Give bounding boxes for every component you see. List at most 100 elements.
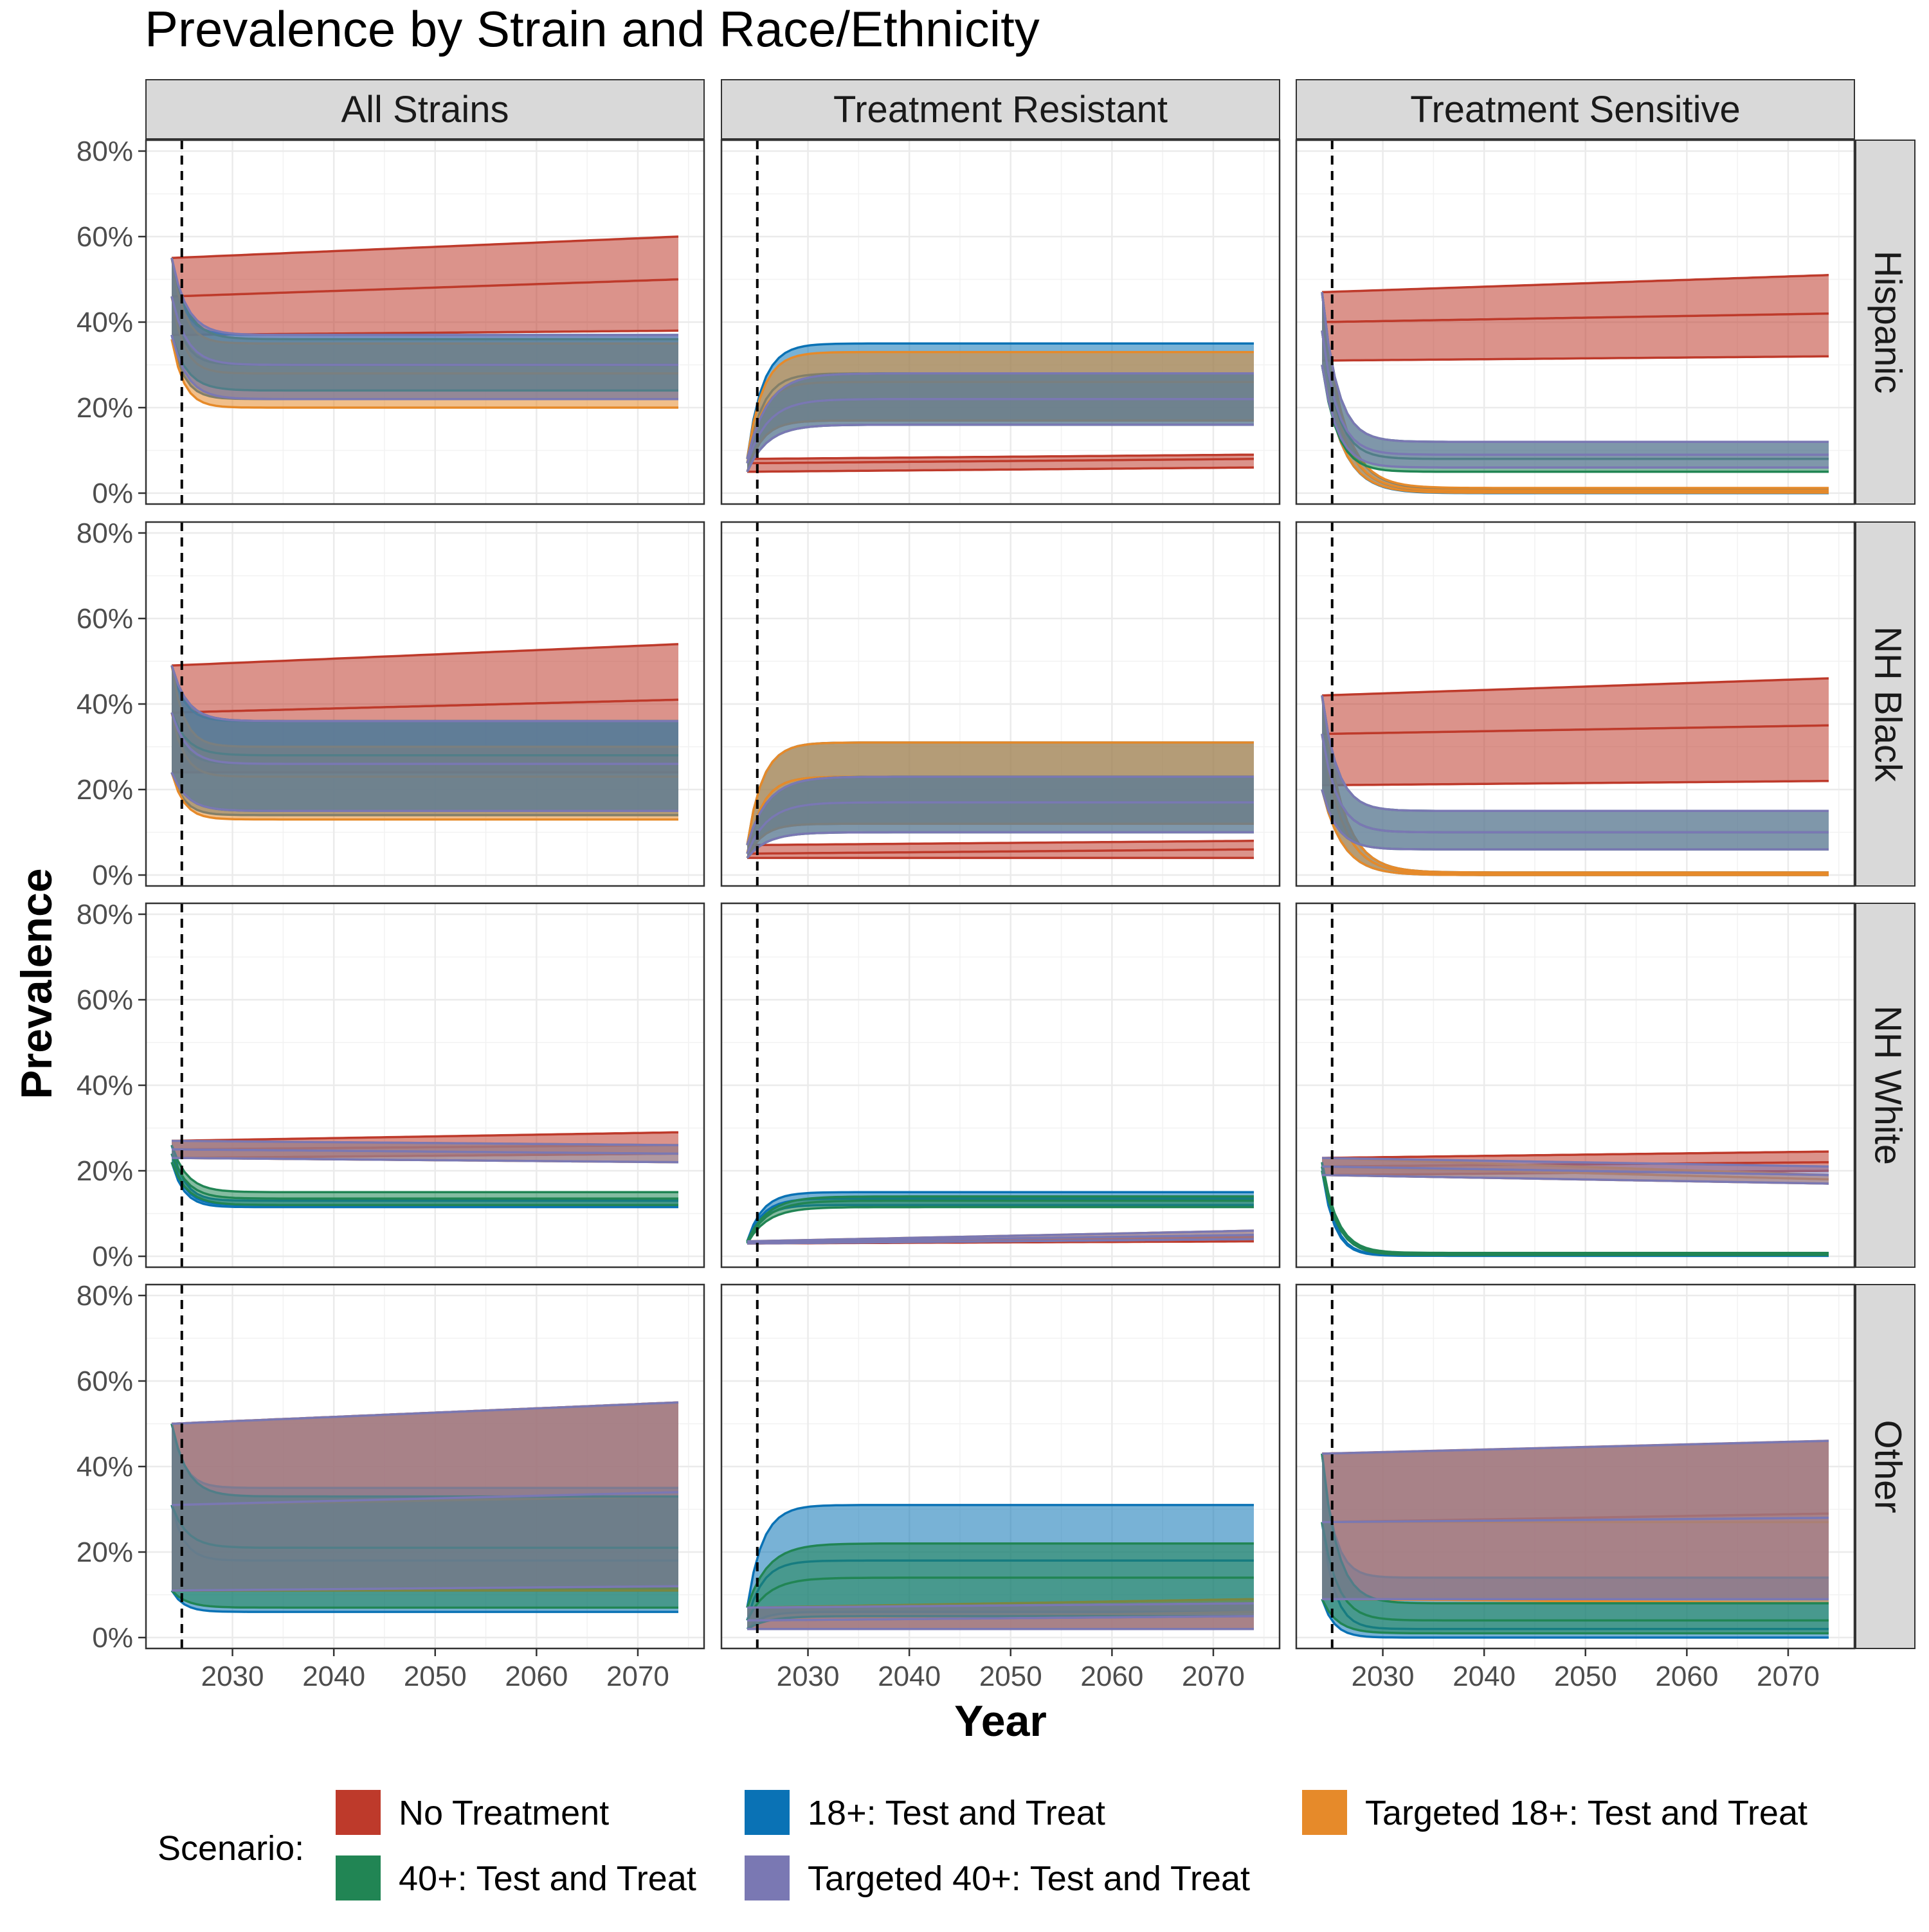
panel-border: [720, 521, 1281, 887]
y-tick-label: 60%: [77, 984, 133, 1016]
upper-bound-line: [1321, 292, 1829, 443]
uncertainty-ribbon: [747, 777, 1254, 858]
legend: No Treatment 18+: Test and Treat Targeted …: [336, 1790, 1807, 1900]
lower-bound-line: [1321, 789, 1829, 876]
median-line: [1321, 724, 1829, 736]
lower-bound-line: [1321, 365, 1829, 469]
median-line: [170, 712, 678, 765]
series-targeted-40-test-and-treat: [172, 1139, 679, 1164]
upper-bound-line: [170, 257, 678, 336]
panel-border: [1295, 1283, 1856, 1650]
row-strip-nh-white: NH White: [1855, 903, 1915, 1268]
legend-swatch: [745, 1855, 790, 1900]
y-tick-label: 0%: [92, 860, 133, 891]
series-targeted-40-test-and-treat: [170, 257, 678, 401]
panel-border: [720, 902, 1281, 1268]
lower-bound-line: [1321, 789, 1829, 851]
uncertainty-ribbon: [747, 1603, 1254, 1629]
row-strip-label: NH Black: [1867, 626, 1909, 782]
median-line: [746, 801, 1254, 854]
upper-bound-line: [746, 342, 1254, 460]
lower-bound-line: [1321, 365, 1829, 494]
lower-bound-line: [170, 1589, 678, 1609]
median-line: [1321, 734, 1829, 875]
upper-bound-line: [170, 665, 678, 723]
upper-bound-line: [747, 1602, 1254, 1609]
upper-bound-line: [1321, 677, 1829, 697]
row-strip-label: Hispanic: [1867, 251, 1909, 393]
lower-bound-line: [170, 772, 678, 821]
x-tick-label: 2050: [404, 1661, 467, 1692]
series-targeted-40-test-and-treat: [746, 372, 1254, 473]
lower-bound-line: [170, 339, 678, 409]
series-no-treatment: [747, 840, 1254, 860]
median-line: [1321, 1522, 1829, 1622]
median-line: [747, 848, 1254, 855]
row-strip-label: NH White: [1867, 1006, 1909, 1165]
x-tick-label: 2070: [606, 1661, 669, 1692]
lower-bound-line: [170, 1162, 678, 1206]
panel-hispanic-treatment-resistant: [720, 139, 1281, 505]
lower-bound-line: [1321, 1173, 1829, 1185]
series-no-treatment: [1321, 274, 1829, 362]
median-line: [746, 397, 1254, 464]
y-tick-label: 80%: [77, 518, 133, 549]
series-targeted-18-test-and-treat: [1321, 695, 1829, 876]
median-line: [1321, 734, 1829, 834]
upper-bound-line: [746, 1542, 1254, 1609]
series-targeted-40-test-and-treat: [1321, 292, 1829, 469]
y-axis-title: Prevalence: [12, 868, 61, 1099]
lower-bound-line: [171, 1585, 679, 1592]
legend-label: No Treatment: [399, 1794, 609, 1832]
legend-swatch: [336, 1790, 381, 1835]
x-axis-title: Year: [954, 1697, 1047, 1746]
panel-nh-black-treatment-resistant: [720, 521, 1281, 887]
upper-bound-line: [746, 775, 1254, 846]
median-line: [747, 458, 1254, 465]
upper-bound-line: [172, 1139, 679, 1146]
median-line: [1321, 330, 1829, 456]
upper-bound-line: [746, 1195, 1254, 1242]
series-no-treatment: [171, 235, 679, 336]
lower-bound-line: [1321, 1598, 1829, 1639]
lower-bound-line: [747, 466, 1254, 473]
y-tick-label: 20%: [77, 1155, 133, 1187]
column-strip-label: Treatment Sensitive: [1410, 89, 1741, 131]
series-targeted-40-test-and-treat: [1321, 1440, 1829, 1600]
median-line: [170, 296, 678, 366]
x-tick-label: 2060: [1655, 1661, 1718, 1692]
legend-label: Targeted 18+: Test and Treat: [1365, 1794, 1807, 1832]
lower-bound-line: [1321, 1598, 1829, 1635]
legend-label: Targeted 40+: Test and Treat: [808, 1859, 1250, 1898]
lower-bound-line: [746, 831, 1254, 859]
lower-bound-line: [172, 1157, 679, 1164]
median-line: [747, 1234, 1254, 1243]
series-40-test-and-treat: [170, 1144, 678, 1206]
series-40-test-and-treat: [1321, 1162, 1829, 1256]
row-strip-other: Other: [1855, 1284, 1915, 1649]
series-targeted-40-test-and-treat: [170, 665, 678, 813]
upper-bound-line: [171, 643, 679, 667]
median-line: [746, 1576, 1254, 1621]
y-tick-label: 40%: [77, 1451, 133, 1483]
row-strip-box: [1855, 521, 1915, 887]
panel-hispanic-treatment-sensitive: [1295, 139, 1856, 505]
lower-bound-line: [170, 1589, 678, 1613]
uncertainty-ribbon: [1322, 678, 1829, 786]
upper-bound-line: [171, 1131, 679, 1142]
panel-border: [1295, 139, 1856, 505]
x-tick-label: 2060: [1080, 1661, 1143, 1692]
upper-bound-line: [1321, 1453, 1829, 1605]
chart-title: Prevalence by Strain and Race/Ethnicity: [145, 1, 1040, 57]
lower-bound-line: [746, 423, 1254, 473]
median-line: [1321, 1166, 1829, 1256]
lower-bound-line: [747, 1238, 1254, 1245]
legend-item-targeted-40-test-and-treat: Targeted 40+: Test and Treat: [745, 1855, 1250, 1900]
column-strip-box: [1296, 79, 1855, 140]
lower-bound-line: [1321, 365, 1829, 473]
uncertainty-ribbon: [1322, 1454, 1829, 1634]
legend-item-18-test-and-treat: 18+: Test and Treat: [745, 1790, 1105, 1835]
median-line: [171, 1491, 679, 1506]
median-line: [1321, 312, 1829, 323]
